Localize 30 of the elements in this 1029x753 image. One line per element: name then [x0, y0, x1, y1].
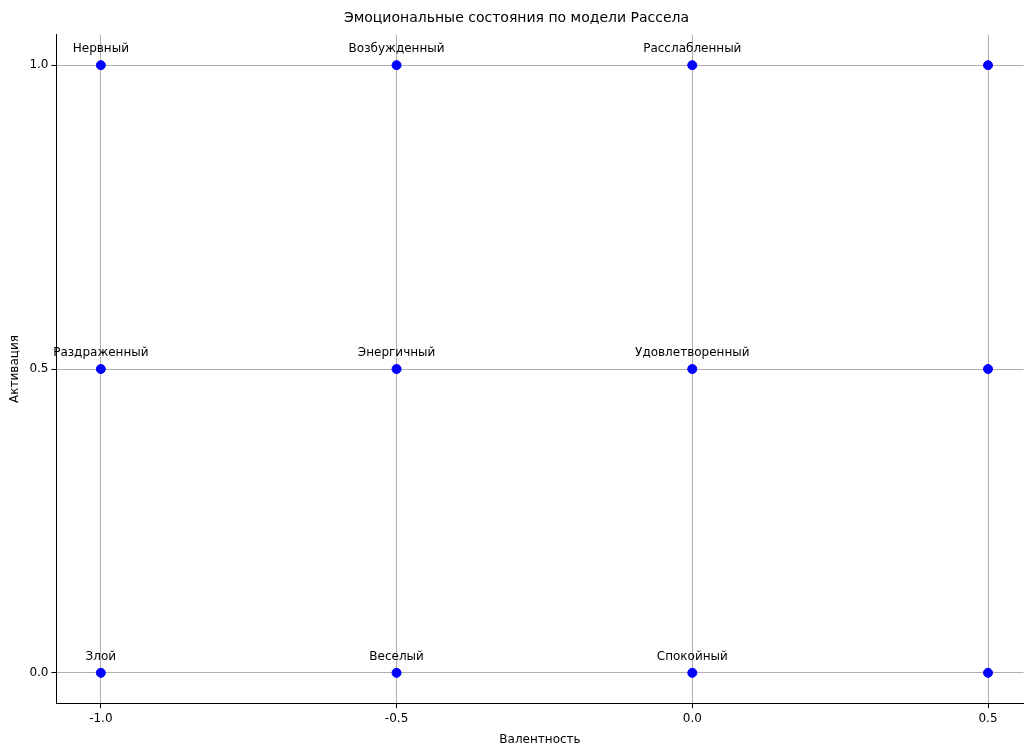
y-axis-title: Активация — [7, 335, 22, 403]
point — [95, 667, 106, 678]
annotation: Расслабленный — [643, 41, 742, 56]
annotation: Энергичный — [357, 345, 436, 360]
y-tick-label: 1.0 — [29, 57, 49, 72]
annotation: Злой — [85, 648, 117, 663]
point — [983, 667, 994, 678]
annotation: Спокойный — [656, 648, 728, 663]
annotation: Веселый — [369, 648, 424, 663]
point — [391, 364, 402, 374]
y-tick-label: 0.5 — [29, 361, 49, 376]
point — [983, 364, 994, 374]
x-tick-label: 0.0 — [682, 710, 702, 725]
point — [391, 667, 402, 678]
x-axis-title: Валентность — [499, 731, 581, 746]
point — [687, 60, 698, 71]
annotation: Нервный — [72, 41, 129, 56]
annotation: Удовлетворенный — [635, 345, 750, 360]
x-tick-label: -1.0 — [89, 710, 113, 725]
point — [687, 364, 698, 374]
point — [983, 60, 994, 71]
x-tick-label: -0.5 — [384, 710, 409, 725]
y-tick-label: 0.0 — [29, 664, 49, 679]
x-tick-label: 0.5 — [978, 710, 998, 725]
point — [95, 60, 106, 71]
point — [687, 667, 698, 678]
point — [95, 364, 106, 374]
point — [391, 60, 402, 71]
chart-title: Эмоциональные состояния по модели Рассела — [343, 9, 690, 26]
annotation: Возбужденный — [348, 41, 445, 56]
